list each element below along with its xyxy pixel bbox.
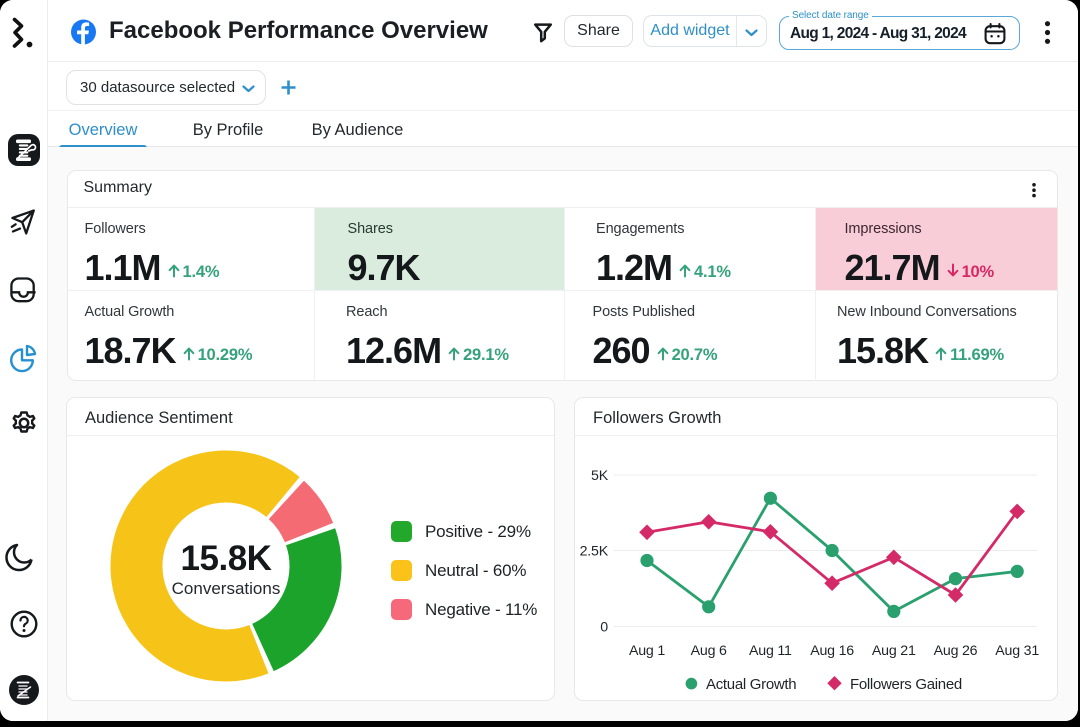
svg-text:Actual Growth: Actual Growth	[706, 676, 796, 693]
svg-text:Aug 31: Aug 31	[995, 643, 1039, 659]
svg-text:5K: 5K	[591, 468, 609, 484]
svg-text:Aug 6: Aug 6	[691, 643, 727, 659]
svg-text:2.5K: 2.5K	[580, 544, 609, 560]
svg-text:0: 0	[600, 620, 608, 636]
svg-text:Aug 16: Aug 16	[810, 643, 854, 659]
svg-text:Aug 21: Aug 21	[872, 643, 916, 659]
svg-text:Aug 11: Aug 11	[749, 643, 792, 659]
svg-text:Followers Gained: Followers Gained	[850, 676, 962, 693]
svg-text:Aug 26: Aug 26	[934, 643, 978, 659]
svg-text:Aug 1: Aug 1	[629, 643, 665, 659]
